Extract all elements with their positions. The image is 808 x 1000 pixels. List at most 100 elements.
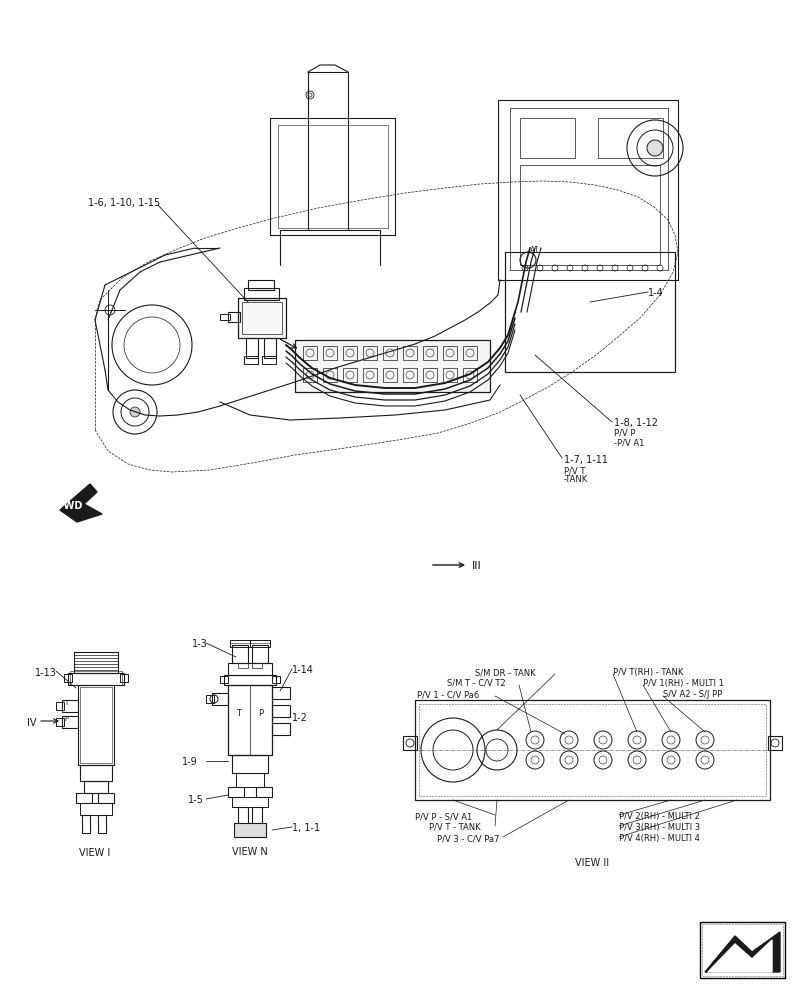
Bar <box>303 368 317 382</box>
Bar <box>64 674 72 682</box>
Text: VIEW II: VIEW II <box>575 858 609 868</box>
Bar <box>68 673 124 685</box>
Bar <box>252 807 262 825</box>
Text: IV: IV <box>27 718 36 728</box>
Text: 1-8, 1-12: 1-8, 1-12 <box>614 418 658 428</box>
Circle shape <box>130 407 140 417</box>
Bar <box>403 346 417 360</box>
Bar <box>228 312 240 322</box>
Bar <box>323 368 337 382</box>
Text: S/M DR - TANK: S/M DR - TANK <box>475 668 536 677</box>
Bar <box>224 675 276 685</box>
Bar <box>463 368 477 382</box>
Bar <box>598 118 663 158</box>
Text: S/M T - C/V T2: S/M T - C/V T2 <box>447 679 506 688</box>
Bar <box>248 280 274 290</box>
Bar <box>234 823 266 837</box>
Bar <box>303 346 317 360</box>
Bar <box>236 773 264 787</box>
Bar <box>272 687 290 699</box>
Bar <box>228 663 272 675</box>
Bar <box>80 765 112 781</box>
Bar <box>238 807 248 825</box>
Bar <box>62 716 78 728</box>
Text: 1-3: 1-3 <box>192 639 208 649</box>
Bar <box>120 674 128 682</box>
Text: S/V A2 - S/J PP: S/V A2 - S/J PP <box>663 690 722 699</box>
Bar <box>80 687 112 763</box>
Text: P/V 1 - C/V Pa6: P/V 1 - C/V Pa6 <box>417 690 479 699</box>
Bar <box>505 252 675 372</box>
Bar <box>498 100 678 280</box>
Bar <box>700 922 785 978</box>
Text: -TANK: -TANK <box>564 475 588 484</box>
Bar <box>256 787 272 797</box>
Bar <box>98 815 106 833</box>
Bar <box>82 815 90 833</box>
Bar <box>244 356 258 364</box>
Bar <box>443 346 457 360</box>
Text: 1-14: 1-14 <box>292 665 314 675</box>
Text: VIEW N: VIEW N <box>232 847 268 857</box>
Polygon shape <box>60 484 102 522</box>
Text: T: T <box>64 700 68 706</box>
Bar <box>220 314 230 320</box>
Text: -P/V A1: -P/V A1 <box>614 438 644 447</box>
Bar <box>228 685 272 755</box>
Bar <box>463 346 477 360</box>
Text: P/V T: P/V T <box>564 466 585 475</box>
Bar <box>403 368 417 382</box>
Bar <box>363 346 377 360</box>
Bar <box>520 118 575 158</box>
Bar <box>403 736 417 750</box>
Text: P/V 1(RH) - MULTI 1: P/V 1(RH) - MULTI 1 <box>643 679 724 688</box>
Bar <box>295 340 490 392</box>
Bar <box>343 368 357 382</box>
Bar <box>252 645 268 663</box>
Bar <box>70 671 122 685</box>
Bar <box>423 368 437 382</box>
Text: P: P <box>259 708 263 718</box>
Bar <box>232 755 268 773</box>
Text: VIEW I: VIEW I <box>79 848 111 858</box>
Bar <box>238 663 248 668</box>
Text: 1, 1-1: 1, 1-1 <box>292 823 320 833</box>
Bar <box>230 640 250 647</box>
Text: III: III <box>472 561 482 571</box>
Text: 1-7, 1-11: 1-7, 1-11 <box>564 455 608 465</box>
Text: 1-6, 1-10, 1-15: 1-6, 1-10, 1-15 <box>88 198 160 208</box>
Text: FWD: FWD <box>57 501 82 511</box>
Bar <box>272 676 280 683</box>
Bar <box>264 338 276 358</box>
Bar <box>768 736 782 750</box>
Text: 1-13: 1-13 <box>35 668 57 678</box>
Bar <box>262 356 276 364</box>
Bar <box>220 676 228 683</box>
Text: P/V 2(RH) - MULTI 2: P/V 2(RH) - MULTI 2 <box>619 812 700 821</box>
Bar <box>383 368 397 382</box>
Bar <box>343 346 357 360</box>
Bar <box>62 700 78 712</box>
Text: 1-9: 1-9 <box>182 757 198 767</box>
Bar <box>272 705 290 717</box>
Bar <box>323 346 337 360</box>
Bar <box>383 346 397 360</box>
Polygon shape <box>705 932 780 972</box>
Text: T: T <box>237 708 242 718</box>
Text: P/V 3(RH) - MULTI 3: P/V 3(RH) - MULTI 3 <box>619 823 700 832</box>
Text: P: P <box>64 716 68 722</box>
Text: P/V T(RH) - TANK: P/V T(RH) - TANK <box>613 668 684 677</box>
Bar <box>206 695 214 703</box>
Bar <box>702 924 783 976</box>
Circle shape <box>647 140 663 156</box>
Bar <box>423 346 437 360</box>
Text: 1-4: 1-4 <box>648 288 663 298</box>
Text: P/V P - S/V A1: P/V P - S/V A1 <box>415 812 472 821</box>
Bar <box>232 645 248 663</box>
Bar <box>250 640 270 647</box>
Bar <box>520 165 660 265</box>
Text: P/V 4(RH) - MULTI 4: P/V 4(RH) - MULTI 4 <box>619 834 700 843</box>
Bar <box>415 700 770 800</box>
Bar <box>74 652 118 673</box>
Bar <box>363 368 377 382</box>
